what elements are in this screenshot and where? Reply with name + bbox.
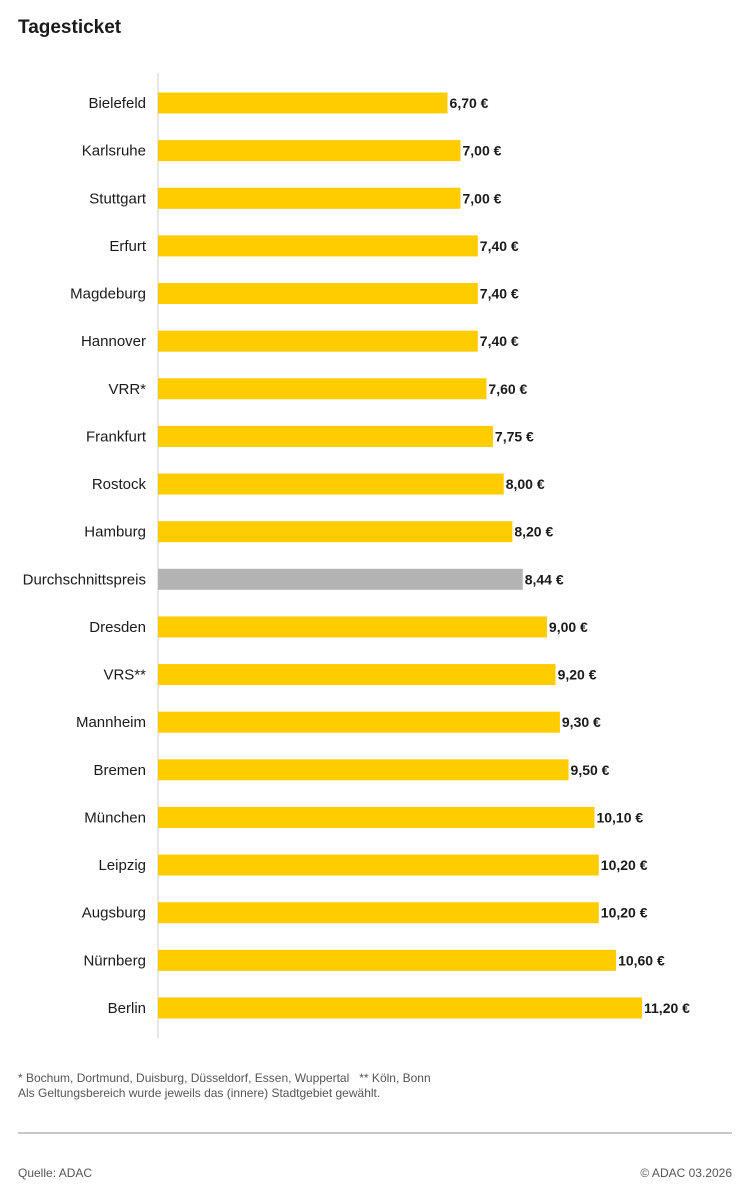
value-label: 9,50 € [571,762,610,778]
category-label: Frankfurt [86,428,147,445]
value-label: 11,20 € [644,1000,690,1016]
bar [158,997,642,1019]
value-label: 9,00 € [549,619,588,635]
value-label: 7,00 € [463,143,502,159]
category-label: Nürnberg [83,952,146,969]
value-label: 8,20 € [514,524,553,540]
value-label: 7,00 € [463,190,502,206]
category-label: Durchschnittspreis [23,571,146,588]
copyright-label: © ADAC 03.2026 [640,1166,732,1180]
category-label: Hannover [81,333,146,350]
bar [158,283,478,305]
bar [158,616,547,638]
category-label: Berlin [108,1000,146,1017]
category-label: VRR* [108,381,146,398]
category-label: Stuttgart [89,190,147,207]
category-label: VRS** [103,667,146,684]
category-label: Bielefeld [88,95,146,112]
category-label: Magdeburg [70,286,146,303]
category-label: Hamburg [84,524,146,541]
bar [158,521,513,543]
bar [158,92,448,114]
category-label: Karlsruhe [82,143,146,160]
bar [158,330,478,352]
bar [158,235,478,257]
value-label: 7,40 € [480,238,519,254]
bar [158,664,556,686]
bar [158,949,617,971]
category-label: Leipzig [98,857,146,874]
value-label: 10,60 € [618,952,665,968]
category-label: Bremen [93,762,146,779]
footnote-regions: * Bochum, Dortmund, Duisburg, Düsseldorf… [18,1071,431,1085]
chart-title: Tagesticket [18,17,122,38]
value-label: 10,20 € [601,905,648,921]
bar [158,902,599,924]
value-label: 7,40 € [480,333,519,349]
bar [158,187,461,209]
bar [158,473,504,495]
category-label: München [84,809,146,826]
source-label: Quelle: ADAC [18,1166,93,1180]
value-label: 7,40 € [480,286,519,302]
category-label: Erfurt [109,238,147,255]
bar [158,711,560,733]
bar [158,854,599,876]
value-label: 6,70 € [450,95,489,111]
bar [158,806,595,828]
category-label: Augsburg [82,905,146,922]
value-label: 10,20 € [601,857,648,873]
value-label: 8,00 € [506,476,545,492]
value-label: 7,60 € [488,381,527,397]
bar-chart: Bielefeld 6,70 € Karlsruhe 7,00 € Stuttgart 7… [23,73,690,1038]
value-label: 8,44 € [525,571,564,587]
bar [158,759,569,781]
divider [18,1132,732,1134]
bar [158,378,487,400]
category-label: Mannheim [76,714,146,731]
value-label: 10,10 € [596,809,643,825]
value-label: 7,75 € [495,428,534,444]
bar [158,140,461,162]
bar [158,425,493,447]
category-label: Rostock [92,476,147,493]
footnote-scope: Als Geltungsbereich wurde jeweils das (i… [18,1086,381,1100]
value-label: 9,30 € [562,714,601,730]
category-label: Dresden [89,619,146,636]
bar [158,568,523,590]
value-label: 9,20 € [558,667,597,683]
